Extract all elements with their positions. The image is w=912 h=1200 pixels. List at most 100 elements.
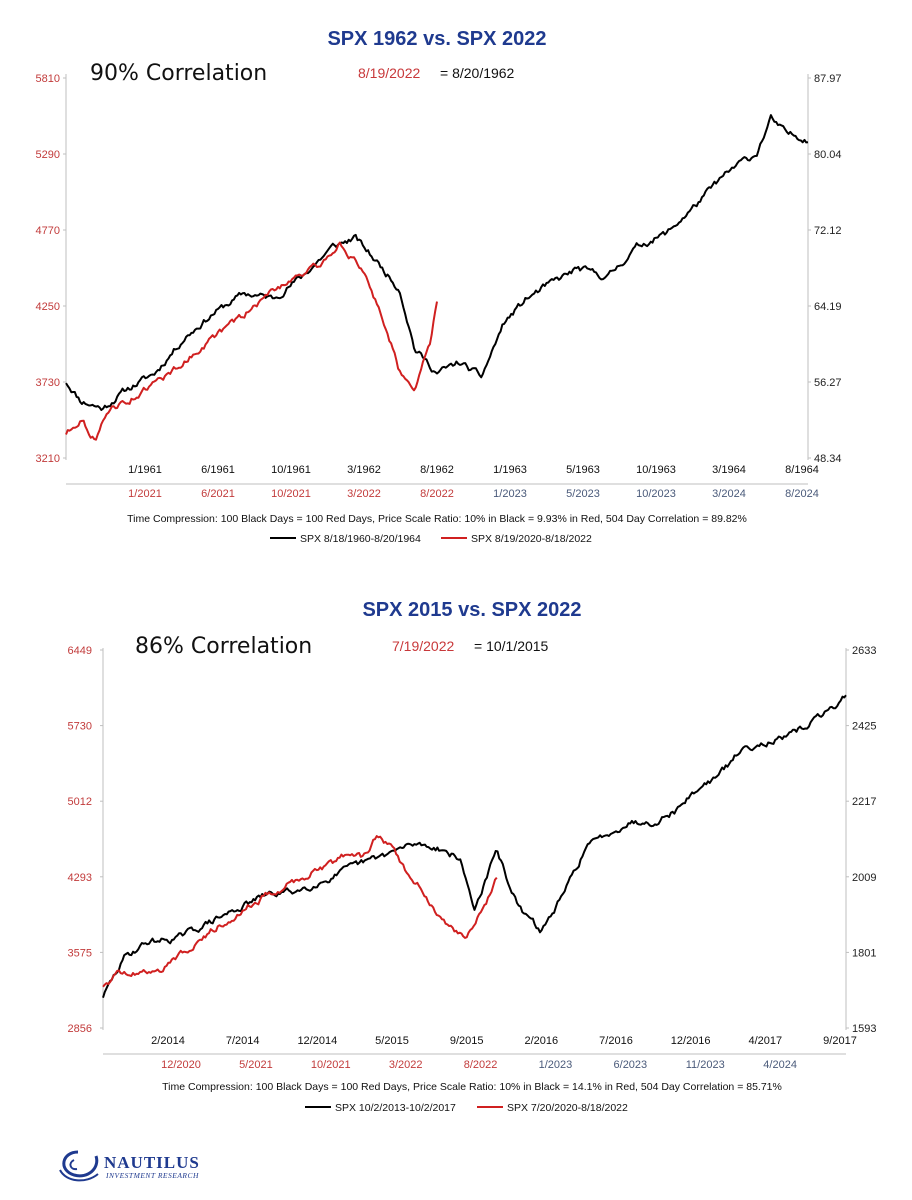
- x-tick-label-black: 1/1963: [493, 464, 527, 476]
- left-tick-label: 5730: [68, 721, 92, 733]
- right-tick-label: 87.97: [814, 73, 842, 85]
- right-tick-label: 48.34: [814, 453, 842, 465]
- x-tick-label-red: 11/2023: [686, 1059, 725, 1071]
- left-tick-label: 3210: [36, 453, 60, 465]
- x-tick-label-red: 1/2021: [128, 488, 162, 500]
- right-tick-label: 1801: [852, 947, 876, 959]
- chart-1-legend-black: SPX 8/18/1960-8/20/1964: [300, 533, 421, 545]
- x-tick-label-red: 10/2023: [636, 488, 676, 500]
- left-tick-label: 3575: [68, 947, 92, 959]
- x-tick-label-black: 10/1963: [636, 464, 676, 476]
- x-tick-label-red: 6/2021: [201, 488, 235, 500]
- left-tick-label: 4770: [36, 225, 60, 237]
- x-tick-label-black: 8/1964: [785, 464, 819, 476]
- series-red-line: [65, 241, 438, 441]
- right-tick-label: 2425: [852, 721, 876, 733]
- chart-1-left-ticks: 5810 5290 4770 4250 3730 3210: [36, 73, 66, 465]
- chart-2-correlation-annotation: 86% Correlation: [135, 634, 312, 659]
- x-tick-label-black: 2/2014: [151, 1035, 185, 1047]
- chart-2-title: SPX 2015 vs. SPX 2022: [362, 599, 581, 621]
- chart-2-right-ticks: 2633 2425 2217 2009 1801 1593: [846, 645, 876, 1035]
- chart-1-caption: Time Compression: 100 Black Days = 100 R…: [127, 513, 747, 525]
- x-tick-label-red: 8/2022: [464, 1059, 498, 1071]
- series-black-line: [65, 114, 809, 411]
- x-tick-label-black: 4/2017: [749, 1035, 783, 1047]
- left-tick-label: 2856: [68, 1023, 92, 1035]
- left-tick-label: 5290: [36, 149, 60, 161]
- left-tick-label: 5810: [36, 73, 60, 85]
- right-tick-label: 80.04: [814, 149, 842, 161]
- logo-subtitle: INVESTMENT RESEARCH: [105, 1171, 199, 1180]
- x-tick-label-black: 9/2015: [450, 1035, 484, 1047]
- x-tick-label-red: 5/2023: [566, 488, 600, 500]
- x-tick-label-black: 1/1961: [128, 464, 162, 476]
- x-tick-label-black: 2/2016: [525, 1035, 559, 1047]
- x-tick-label-red: 3/2022: [389, 1059, 423, 1071]
- x-tick-label-red: 3/2024: [712, 488, 746, 500]
- chart-2-black-date: = 10/1/2015: [474, 638, 549, 654]
- chart-2-legend-black: SPX 10/2/2013-10/2/2017: [335, 1102, 456, 1114]
- x-tick-label-red: 8/2022: [420, 488, 454, 500]
- series-red-line: [102, 835, 498, 988]
- left-tick-label: 3730: [36, 377, 60, 389]
- series-black-line: [102, 694, 847, 998]
- nautilus-logo: NAUTILUS INVESTMENT RESEARCH: [59, 1150, 200, 1182]
- chart-1-legend: SPX 8/18/1960-8/20/1964 SPX 8/19/2020-8/…: [270, 533, 592, 545]
- x-tick-label-black: 3/1962: [347, 464, 381, 476]
- x-tick-label-red: 10/2021: [271, 488, 311, 500]
- right-tick-label: 64.19: [814, 301, 842, 313]
- x-tick-label-red: 10/2021: [311, 1059, 351, 1071]
- chart-2-legend: SPX 10/2/2013-10/2/2017 SPX 7/20/2020-8/…: [305, 1102, 628, 1114]
- x-tick-label-black: 8/1962: [420, 464, 454, 476]
- right-tick-label: 72.12: [814, 225, 842, 237]
- chart-1-correlation-annotation: 90% Correlation: [90, 61, 267, 86]
- logo-name: NAUTILUS: [104, 1153, 200, 1172]
- chart-1-title: SPX 1962 vs. SPX 2022: [327, 28, 546, 50]
- left-tick-label: 6449: [68, 645, 92, 657]
- x-tick-label-black: 3/1964: [712, 464, 746, 476]
- chart-2-series: [102, 694, 847, 998]
- x-tick-label-red: 1/2023: [539, 1059, 573, 1071]
- chart-1-right-ticks: 87.97 80.04 72.12 64.19 56.27 48.34: [808, 73, 842, 465]
- x-tick-label-red: 3/2022: [347, 488, 381, 500]
- x-tick-label-red: 1/2023: [493, 488, 527, 500]
- x-tick-label-black: 10/1961: [271, 464, 311, 476]
- x-tick-label-black: 7/2014: [226, 1035, 260, 1047]
- chart-2-left-ticks: 6449 5730 5012 4293 3575 2856: [68, 645, 103, 1035]
- right-tick-label: 2217: [852, 796, 876, 808]
- x-tick-label-black: 12/2016: [671, 1035, 711, 1047]
- right-tick-label: 56.27: [814, 377, 842, 389]
- chart-1-x-ticks-red: 1/2021 6/2021 10/2021 3/2022 8/2022 1/2023 5/2…: [128, 488, 819, 500]
- left-tick-label: 4293: [68, 872, 92, 884]
- chart-2-red-date: 7/19/2022: [392, 638, 454, 654]
- chart-1-legend-red: SPX 8/19/2020-8/18/2022: [471, 533, 592, 545]
- x-tick-label-red: 5/2021: [239, 1059, 273, 1071]
- x-tick-label-red: 6/2023: [614, 1059, 648, 1071]
- chart-2-legend-red: SPX 7/20/2020-8/18/2022: [507, 1102, 628, 1114]
- x-tick-label-black: 12/2014: [297, 1035, 337, 1047]
- chart-1-red-date: 8/19/2022: [358, 65, 420, 81]
- x-tick-label-black: 5/2015: [375, 1035, 409, 1047]
- chart-1-series: [65, 114, 809, 441]
- chart-2-x-ticks-red: 12/2020 5/2021 10/2021 3/2022 8/2022 1/2023 6/…: [161, 1059, 797, 1071]
- x-tick-label-red: 4/2024: [763, 1059, 797, 1071]
- right-tick-label: 1593: [852, 1023, 876, 1035]
- x-tick-label-black: 7/2016: [599, 1035, 633, 1047]
- x-tick-label-black: 9/2017: [823, 1035, 857, 1047]
- chart-1-black-date: = 8/20/1962: [440, 65, 515, 81]
- x-tick-label-red: 8/2024: [785, 488, 819, 500]
- x-tick-label-black: 5/1963: [566, 464, 600, 476]
- chart-1-x-ticks-black: 1/1961 6/1961 10/1961 3/1962 8/1962 1/1963 5/1…: [128, 464, 819, 476]
- chart-2-x-ticks-black: 2/2014 7/2014 12/2014 5/2015 9/2015 2/2016 7/2…: [151, 1035, 857, 1047]
- x-tick-label-black: 6/1961: [201, 464, 235, 476]
- x-tick-label-red: 12/2020: [161, 1059, 201, 1071]
- right-tick-label: 2633: [852, 645, 876, 657]
- chart-2: SPX 2015 vs. SPX 2022 86% Correlation 7/…: [68, 599, 877, 1114]
- right-tick-label: 2009: [852, 872, 876, 884]
- chart-2-caption: Time Compression: 100 Black Days = 100 R…: [162, 1081, 782, 1093]
- chart-1: SPX 1962 vs. SPX 2022 90% Correlation 8/…: [36, 28, 842, 545]
- nautilus-shell-icon: [59, 1150, 99, 1182]
- left-tick-label: 4250: [36, 301, 60, 313]
- left-tick-label: 5012: [68, 796, 92, 808]
